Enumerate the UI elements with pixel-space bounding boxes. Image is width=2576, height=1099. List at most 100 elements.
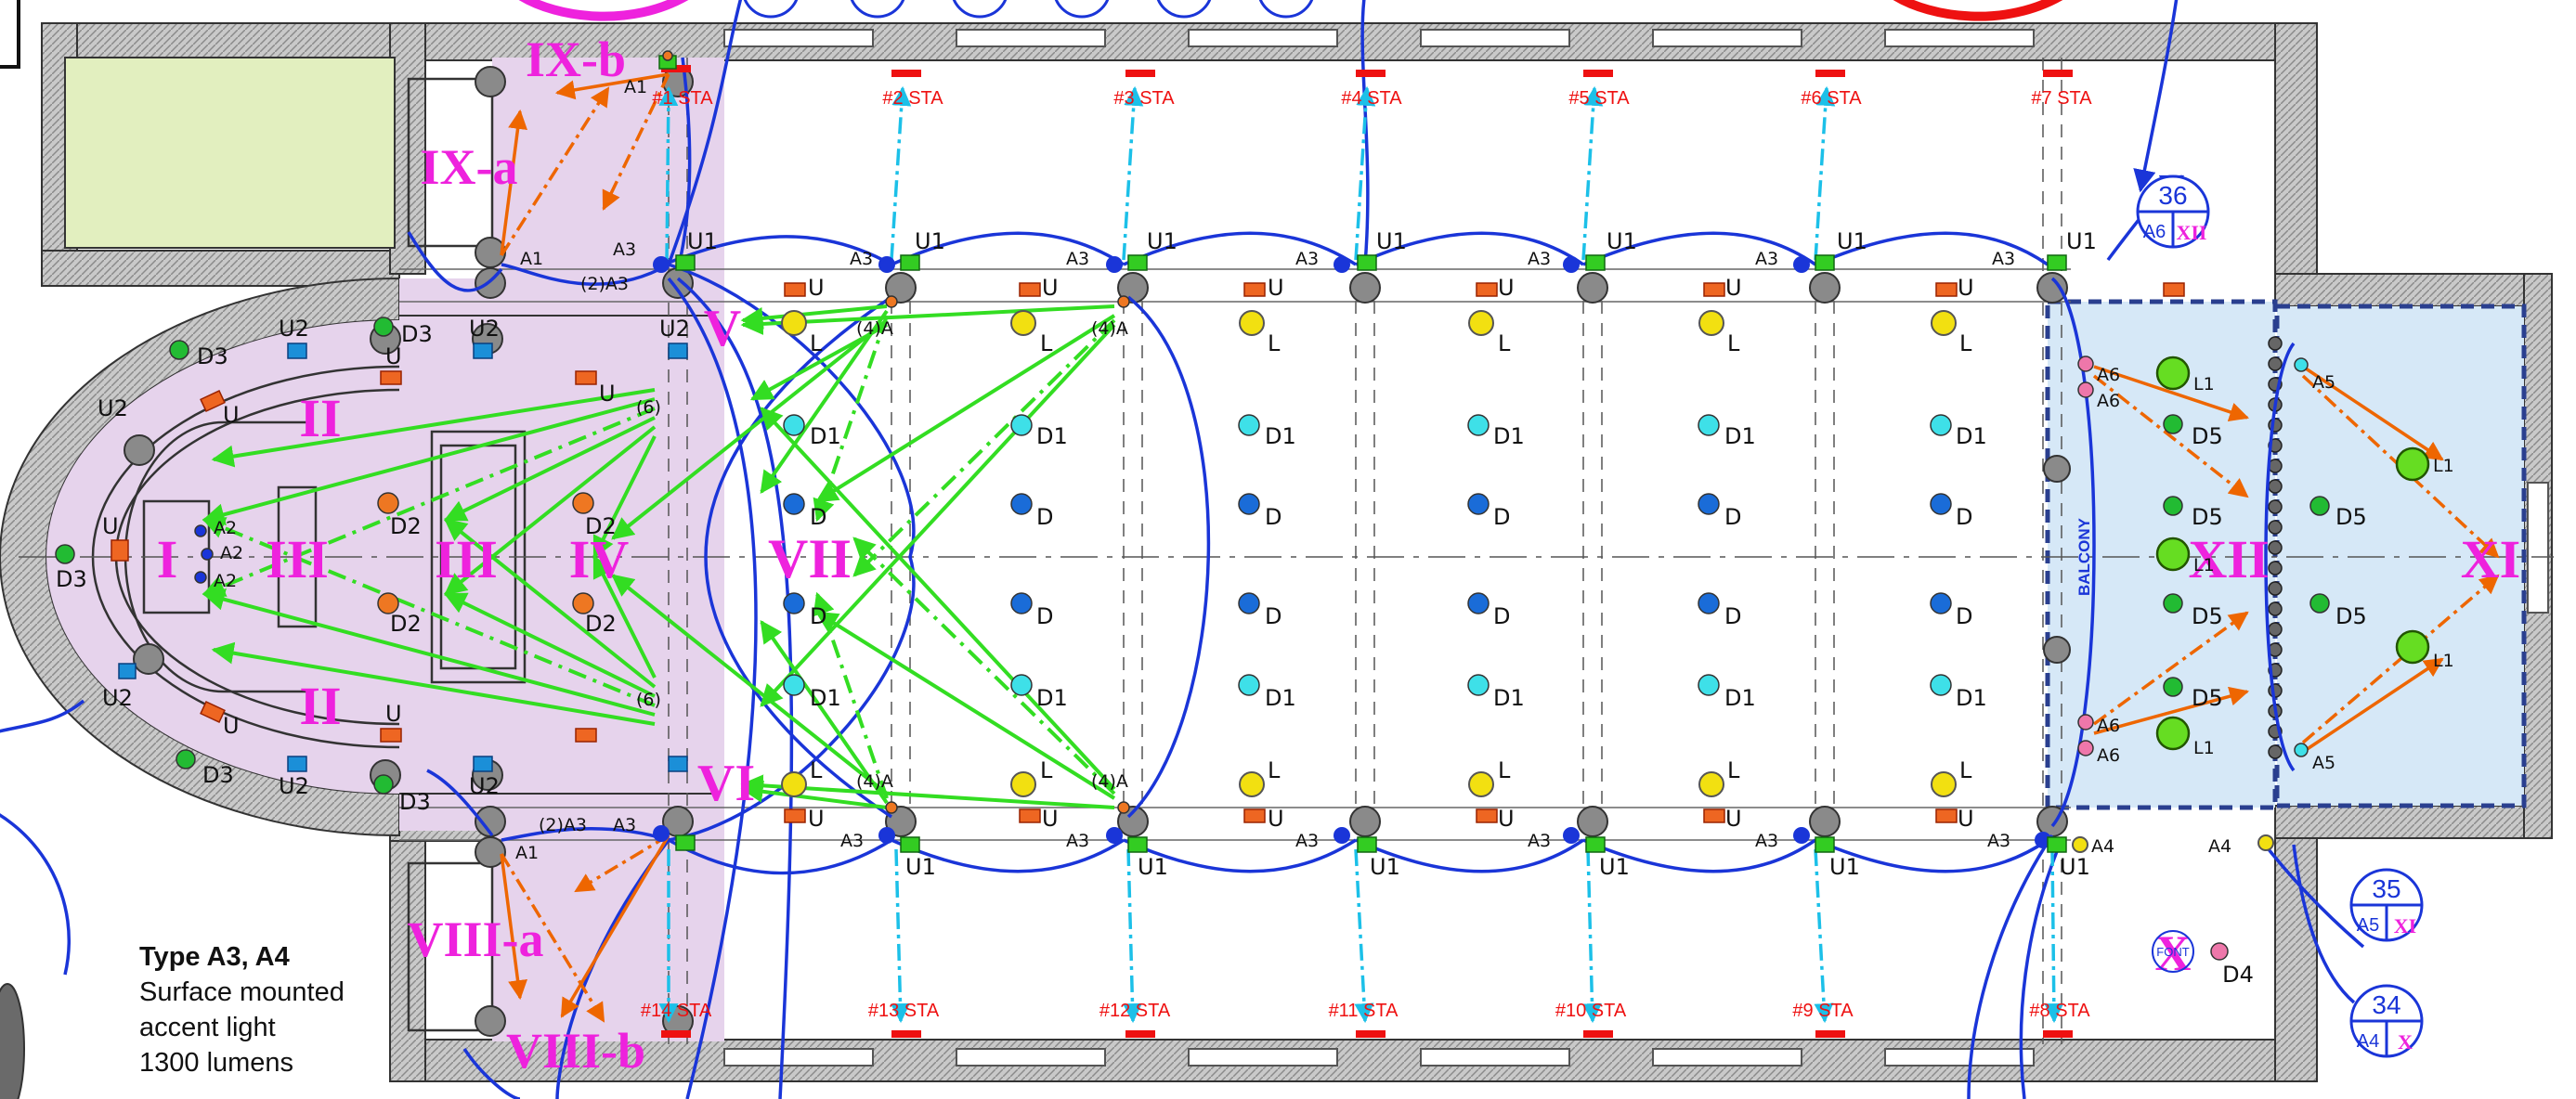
label-a3-6: A3 bbox=[1992, 249, 2015, 269]
label-u2-7: U2 bbox=[98, 395, 128, 421]
aim-arrows-green bbox=[202, 304, 1116, 809]
label-d-8: D bbox=[1036, 603, 1053, 629]
label-u2-2: U2 bbox=[469, 316, 500, 342]
label-u2-3: U2 bbox=[659, 316, 690, 342]
callout-34-type: A4 bbox=[2357, 1031, 2379, 1052]
fixtures-u bbox=[111, 282, 2185, 823]
zone-VIII-a: VIII-a bbox=[407, 912, 543, 967]
legend-line-3: 1300 lumens bbox=[139, 1048, 294, 1078]
fixture-d4: D4 bbox=[2222, 962, 2254, 988]
windows bbox=[723, 29, 2549, 1067]
label-a3-1: A3 bbox=[850, 249, 873, 269]
zone-VI: VI bbox=[697, 755, 755, 812]
label-u2-1: U2 bbox=[279, 316, 309, 342]
label-u-6: U bbox=[1958, 275, 1974, 301]
label-d-1: D bbox=[810, 504, 826, 530]
label-l1-1: L1 bbox=[2193, 374, 2215, 394]
label-d2-3: D2 bbox=[585, 513, 617, 539]
label-a3-5: A3 bbox=[1755, 249, 1778, 269]
zone-I: I bbox=[157, 529, 178, 589]
callout-36-type: A6 bbox=[2143, 222, 2166, 242]
label-l1-4: L1 bbox=[2433, 456, 2454, 476]
callout-35-number: 35 bbox=[2372, 874, 2400, 903]
label-u-11: U bbox=[1725, 806, 1742, 832]
label-u-apse-1: U bbox=[385, 343, 402, 369]
fixtures-l bbox=[781, 310, 2274, 853]
label-d3-4: D3 bbox=[202, 762, 234, 788]
label-l1-3: L1 bbox=[2193, 738, 2215, 758]
label-d1-3: D1 bbox=[1265, 423, 1296, 449]
label-d3-3: D3 bbox=[56, 566, 87, 592]
station-6: #6 STA bbox=[1801, 88, 1862, 109]
balcony-label: BALCONY bbox=[2075, 517, 2093, 596]
label-a5-1: A5 bbox=[2312, 372, 2335, 393]
label-l-3: L bbox=[1268, 330, 1281, 356]
station-7: #7 STA bbox=[2031, 88, 2092, 109]
station-2: #2 STA bbox=[882, 88, 943, 109]
label-d5-3: D5 bbox=[2192, 603, 2223, 629]
label-l-11: L bbox=[1727, 757, 1740, 783]
fixtures-l1 bbox=[2155, 356, 2430, 751]
zone-IX-b: IX-b bbox=[526, 32, 626, 87]
label-u1-3: U1 bbox=[1147, 228, 1177, 254]
label-a3-11: A3 bbox=[1755, 831, 1778, 851]
fixtures-d bbox=[55, 50, 2330, 961]
label-u-apse-4: U bbox=[223, 402, 240, 428]
label-a1-top: A1 bbox=[520, 249, 543, 269]
label-u-apse-5: U bbox=[223, 713, 240, 739]
label-u2-5: U2 bbox=[469, 773, 500, 799]
label-l-2: L bbox=[1040, 330, 1053, 356]
label-a1-bottom: A1 bbox=[515, 843, 539, 863]
label-d1-5: D1 bbox=[1724, 423, 1756, 449]
station-4: #4 STA bbox=[1341, 88, 1402, 109]
label-d1-6: D1 bbox=[1956, 423, 1987, 449]
label-d5-1: D5 bbox=[2192, 423, 2223, 449]
fixtures-a3 bbox=[653, 55, 2067, 853]
label-d-12: D bbox=[1956, 603, 1972, 629]
label-d1-9: D1 bbox=[1265, 685, 1296, 711]
label-a3-12: A3 bbox=[1987, 831, 2010, 851]
label-a2-2: A2 bbox=[220, 543, 243, 563]
label-2a3-bottom: (2)A3 bbox=[539, 815, 587, 835]
zone-III-left: III bbox=[266, 529, 329, 589]
label-d-9: D bbox=[1265, 603, 1281, 629]
label-u-12: U bbox=[1958, 806, 1974, 832]
label-u1-1: U1 bbox=[687, 228, 718, 254]
aim-arrows-orange bbox=[500, 72, 2500, 1023]
label-six-top: (6) bbox=[636, 397, 661, 418]
callout-35-zone: XI bbox=[2394, 914, 2416, 937]
label-d3-2: D3 bbox=[401, 321, 433, 347]
station-5: #5 STA bbox=[1568, 88, 1630, 109]
label-d1-10: D1 bbox=[1493, 685, 1525, 711]
zone-VIII-b: VIII-b bbox=[506, 1023, 645, 1079]
sacristy-room bbox=[64, 57, 396, 249]
label-d-3: D bbox=[1265, 504, 1281, 530]
zone-III-right: III bbox=[435, 529, 498, 589]
callout-34: 34 A4 X bbox=[2349, 984, 2424, 1058]
callout-36-zone: XII bbox=[2176, 221, 2206, 244]
label-l1-5: L1 bbox=[2433, 651, 2454, 671]
station-9: #9 STA bbox=[1792, 1001, 1854, 1021]
label-d2-2: D2 bbox=[390, 611, 422, 637]
label-u-2: U bbox=[1042, 275, 1059, 301]
label-4a-top-1: (4)A bbox=[856, 318, 893, 339]
label-u1-4: U1 bbox=[1376, 228, 1407, 254]
callout-35: 35 A5 XI bbox=[2349, 868, 2424, 942]
label-d5-6: D5 bbox=[2335, 603, 2367, 629]
label-d3-1: D3 bbox=[197, 343, 228, 369]
label-l-4: L bbox=[1498, 330, 1511, 356]
zone-VII: VII bbox=[768, 528, 852, 589]
label-u-7: U bbox=[808, 806, 825, 832]
fixture-photo bbox=[0, 983, 25, 1099]
label-d1-1: D1 bbox=[810, 423, 841, 449]
label-a3-apse-bottom: A3 bbox=[613, 815, 636, 835]
label-u1-11: U1 bbox=[1599, 854, 1630, 880]
zone-V: V bbox=[704, 300, 741, 357]
label-a3-2: A3 bbox=[1066, 249, 1089, 269]
label-u-3: U bbox=[1268, 275, 1284, 301]
fixtures-u2 bbox=[118, 343, 688, 772]
label-a6-4: A6 bbox=[2097, 745, 2120, 766]
legend-title: Type A3, A4 bbox=[139, 942, 290, 972]
zone-XI: XI bbox=[2461, 529, 2520, 589]
